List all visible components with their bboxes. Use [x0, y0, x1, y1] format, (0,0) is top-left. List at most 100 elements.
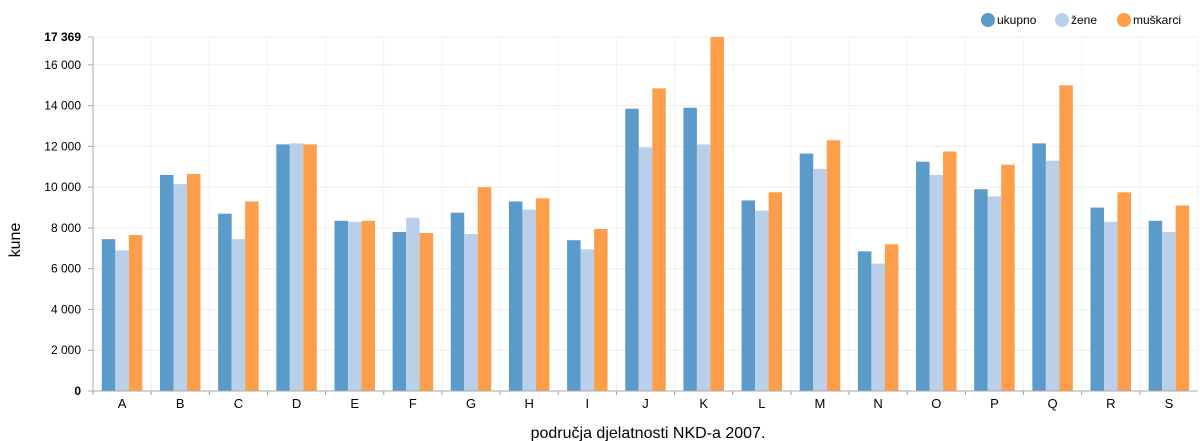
bar-ukupno-A — [101, 239, 116, 391]
bar-ukupno-E — [334, 220, 348, 391]
bar-žene-R — [1104, 221, 1118, 391]
x-tick-label: K — [699, 396, 708, 411]
bar-ukupno-K — [683, 107, 697, 391]
bar-ukupno-S — [1148, 220, 1163, 391]
y-tick-label: 10 000 — [44, 180, 81, 194]
y-tick-label: 0 — [74, 384, 81, 398]
bar-žene-O — [929, 174, 944, 391]
bar-muškarci-B — [186, 173, 201, 391]
legend-label: ukupno — [997, 13, 1037, 27]
bar-ukupno-L — [741, 200, 756, 391]
legend-item-muškarci[interactable]: muškarci — [1117, 13, 1181, 27]
x-tick-label: F — [409, 396, 417, 411]
bar-muškarci-E — [361, 220, 375, 391]
y-tick-label: 2 000 — [51, 343, 81, 357]
bar-žene-L — [755, 210, 769, 391]
bar-muškarci-D — [303, 144, 317, 391]
bar-muškarci-H — [535, 198, 550, 391]
bar-ukupno-R — [1090, 207, 1105, 391]
bar-muškarci-F — [419, 233, 434, 391]
bar-muškarci-G — [477, 187, 492, 391]
bar-žene-Q — [1045, 160, 1060, 391]
bar-žene-G — [464, 234, 478, 391]
bar-ukupno-H — [508, 201, 523, 391]
x-tick-label: Q — [1048, 396, 1058, 411]
legend-swatch — [1055, 13, 1069, 27]
bar-muškarci-R — [1117, 192, 1132, 391]
bar-muškarci-K — [710, 37, 724, 391]
legend-label: žene — [1071, 13, 1097, 27]
bar-muškarci-J — [652, 88, 666, 391]
x-tick-label: O — [931, 396, 941, 411]
x-tick-label: D — [292, 396, 301, 411]
x-tick-label: E — [350, 396, 359, 411]
x-tick-label: G — [466, 396, 476, 411]
x-tick-label: N — [873, 396, 882, 411]
y-tick-label: 4 000 — [51, 302, 81, 316]
bar-ukupno-F — [392, 232, 407, 391]
bar-ukupno-G — [450, 212, 465, 391]
bar-ukupno-J — [625, 108, 639, 392]
bar-muškarci-N — [884, 244, 899, 391]
bar-žene-F — [406, 217, 420, 391]
bar-muškarci-Q — [1059, 85, 1073, 391]
x-tick-label: R — [1106, 396, 1115, 411]
bar-ukupno-N — [857, 251, 872, 391]
legend-label: muškarci — [1133, 13, 1181, 27]
bar-ukupno-P — [974, 189, 988, 391]
x-tick-label: M — [815, 396, 826, 411]
bar-ukupno-O — [916, 161, 930, 391]
y-tick-label: 12 000 — [44, 139, 81, 153]
bar-ukupno-I — [567, 240, 581, 391]
x-axis-title: područja djelatnosti NKD-a 2007. — [531, 425, 766, 441]
bar-žene-D — [289, 143, 304, 391]
bar-muškarci-P — [1001, 164, 1015, 391]
axes-layer: 0 2 000 4 000 6 000 8 000 10 000 12 000 14 000 1… — [44, 30, 1198, 411]
y-tick-label: 8 000 — [51, 221, 81, 235]
y-axis-title: kune — [7, 223, 24, 258]
y-tick-label: 6 000 — [51, 262, 81, 276]
bar-muškarci-O — [943, 151, 957, 391]
x-tick-label: P — [990, 396, 999, 411]
y-tick-label: 17 369 — [44, 30, 81, 44]
x-tick-label: S — [1165, 396, 1174, 411]
legend-item-žene[interactable]: žene — [1055, 13, 1097, 27]
bar-žene-H — [522, 209, 536, 391]
x-tick-label: L — [758, 396, 765, 411]
bar-muškarci-S — [1175, 205, 1190, 391]
x-tick-label: J — [642, 396, 649, 411]
x-tick-label: H — [524, 396, 533, 411]
y-tick-label: 14 000 — [44, 99, 81, 113]
bar-ukupno-Q — [1032, 143, 1046, 391]
bar-žene-M — [813, 168, 827, 391]
bar-žene-C — [231, 239, 246, 391]
bar-žene-B — [173, 184, 187, 391]
bar-ukupno-D — [276, 144, 290, 391]
bar-muškarci-M — [826, 140, 841, 391]
x-tick-label: B — [176, 396, 185, 411]
bar-žene-N — [871, 263, 885, 391]
bar-žene-K — [696, 144, 711, 391]
bar-muškarci-L — [768, 192, 783, 391]
bar-žene-I — [580, 249, 595, 391]
bar-žene-A — [115, 250, 129, 391]
bar-ukupno-M — [799, 153, 814, 391]
y-tick-label: 16 000 — [44, 58, 81, 72]
x-tick-label: C — [234, 396, 243, 411]
bar-žene-P — [987, 196, 1002, 391]
legend-swatch — [1117, 13, 1131, 27]
bar-ukupno-B — [159, 174, 174, 391]
bar-muškarci-I — [594, 228, 608, 391]
legend-swatch — [981, 13, 995, 27]
bar-žene-E — [347, 221, 362, 391]
bar-muškarci-A — [128, 235, 143, 391]
bar-ukupno-C — [218, 213, 232, 391]
legend-item-ukupno[interactable]: ukupno — [981, 13, 1037, 27]
bars-layer — [101, 37, 1190, 392]
legend: ukupno žene muškarci — [981, 13, 1181, 27]
bar-muškarci-C — [245, 201, 259, 391]
x-tick-label: A — [118, 396, 127, 411]
bar-žene-J — [638, 147, 653, 391]
